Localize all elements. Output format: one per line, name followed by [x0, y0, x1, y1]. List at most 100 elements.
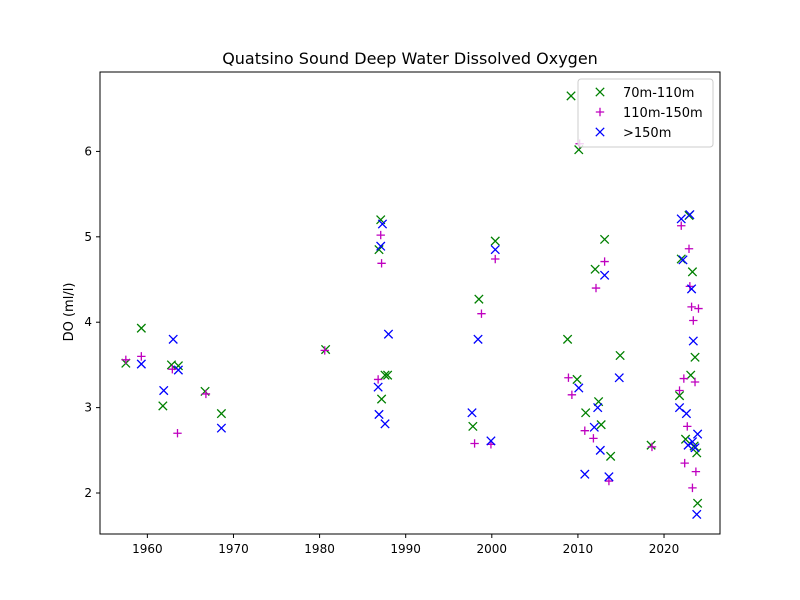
y-tick-label: 5: [84, 230, 92, 244]
x-tick-label: 2020: [649, 542, 680, 556]
data-point-series-1: [121, 355, 131, 364]
data-point-series-1: [491, 254, 500, 264]
data-point-series-1: [687, 302, 696, 312]
data-point-series-1: [477, 309, 486, 318]
data-point-series-0: [692, 498, 703, 508]
data-point-series-0: [590, 264, 600, 274]
y-axis-label: DO (ml/l): [62, 283, 77, 342]
data-point-series-0: [376, 394, 387, 404]
data-point-series-1: [677, 221, 686, 230]
data-point-series-2: [604, 472, 614, 482]
data-point-series-1: [694, 304, 703, 313]
data-point-series-0: [474, 294, 484, 304]
data-point-series-2: [373, 382, 383, 392]
chart-title: Quatsino Sound Deep Water Dissolved Oxyg…: [222, 49, 598, 68]
legend-marker: [595, 87, 605, 97]
data-point-series-2: [678, 255, 688, 265]
data-point-series-1: [173, 429, 182, 438]
x-tick-label: 1960: [132, 542, 163, 556]
data-point-series-2: [490, 244, 500, 255]
data-point-series-0: [674, 390, 685, 401]
data-point-series-1: [604, 476, 614, 486]
data-point-series-2: [383, 329, 394, 339]
data-point-series-0: [692, 448, 702, 458]
data-point-series-2: [216, 423, 227, 433]
legend-label: 70m-110m: [623, 86, 694, 101]
data-point-series-2: [168, 334, 178, 344]
data-point-series-1: [680, 458, 689, 468]
x-tick-label: 1970: [218, 542, 249, 556]
data-point-series-0: [136, 323, 146, 333]
data-point-series-1: [137, 352, 146, 361]
data-point-series-2: [614, 373, 624, 383]
data-point-series-0: [605, 451, 616, 461]
data-point-series-1: [373, 375, 383, 384]
legend-label: 110m-150m: [623, 106, 703, 121]
data-point-series-1: [675, 386, 684, 395]
data-point-series-1: [201, 389, 211, 399]
data-point-series-0: [158, 401, 168, 411]
data-point-series-2: [685, 209, 695, 220]
data-point-series-1: [564, 373, 573, 382]
data-point-series-0: [380, 370, 390, 380]
data-point-series-0: [581, 408, 591, 418]
data-point-series-2: [595, 445, 605, 455]
data-point-series-0: [690, 352, 700, 362]
plot-area: 1960 1970 1980 1990 2000 2010 2020 2 3 4 5 6: [84, 91, 703, 556]
data-point-series-2: [593, 402, 603, 413]
y-tick-label: 3: [84, 401, 92, 415]
data-point-series-2: [687, 437, 698, 447]
data-point-series-2: [676, 214, 686, 224]
data-point-series-2: [686, 284, 697, 294]
x-tick-label: 2000: [477, 542, 508, 556]
y-tick-label: 4: [84, 315, 92, 329]
data-point-series-0: [490, 236, 500, 246]
data-point-series-1: [376, 230, 385, 240]
data-point-series-2: [159, 385, 169, 396]
data-point-series-2: [599, 270, 610, 280]
data-point-series-2: [377, 219, 388, 229]
data-point-series-1: [689, 316, 698, 325]
data-point-series-0: [599, 234, 610, 245]
legend-marker: [595, 127, 605, 137]
data-point-series-2: [580, 469, 590, 479]
data-point-series-1: [688, 483, 697, 493]
data-point-series-2: [589, 422, 599, 432]
data-point-series-2: [467, 408, 477, 418]
data-point-series-2: [574, 383, 584, 393]
y-tick-label: 2: [84, 486, 92, 500]
axes-frame: [99, 71, 721, 535]
data-point-series-2: [380, 419, 390, 429]
data-point-series-1: [320, 346, 329, 355]
data-point-series-2: [136, 359, 146, 369]
data-point-series-0: [382, 370, 393, 380]
data-point-series-0: [216, 408, 227, 419]
legend-box: [577, 78, 714, 148]
legend-marker: [595, 107, 605, 117]
data-point-series-2: [486, 436, 496, 446]
data-point-series-0: [572, 374, 582, 385]
data-point-series-1: [600, 257, 609, 266]
data-point-series-2: [692, 429, 703, 439]
data-point-series-0: [566, 91, 576, 101]
data-point-series-2: [690, 443, 700, 453]
data-point-series-1: [580, 426, 590, 435]
data-point-series-0: [468, 421, 478, 432]
data-point-series-1: [470, 439, 479, 448]
data-point-series-0: [615, 350, 625, 361]
data-point-series-0: [680, 434, 691, 444]
data-point-series-0: [646, 440, 656, 450]
legend-label: >150m: [623, 126, 671, 141]
x-tick-label: 1990: [390, 542, 421, 556]
data-point-series-1: [691, 467, 701, 476]
x-tick-label: 2010: [563, 542, 594, 556]
legend: 70m-110m 110m-150m >150m: [577, 78, 714, 148]
data-point-series-1: [591, 283, 601, 293]
data-point-series-2: [692, 509, 702, 520]
data-point-series-1: [690, 377, 700, 387]
data-point-series-1: [683, 422, 692, 431]
data-point-series-0: [320, 344, 331, 355]
data-point-series-2: [473, 334, 483, 344]
data-point-series-1: [684, 244, 694, 253]
